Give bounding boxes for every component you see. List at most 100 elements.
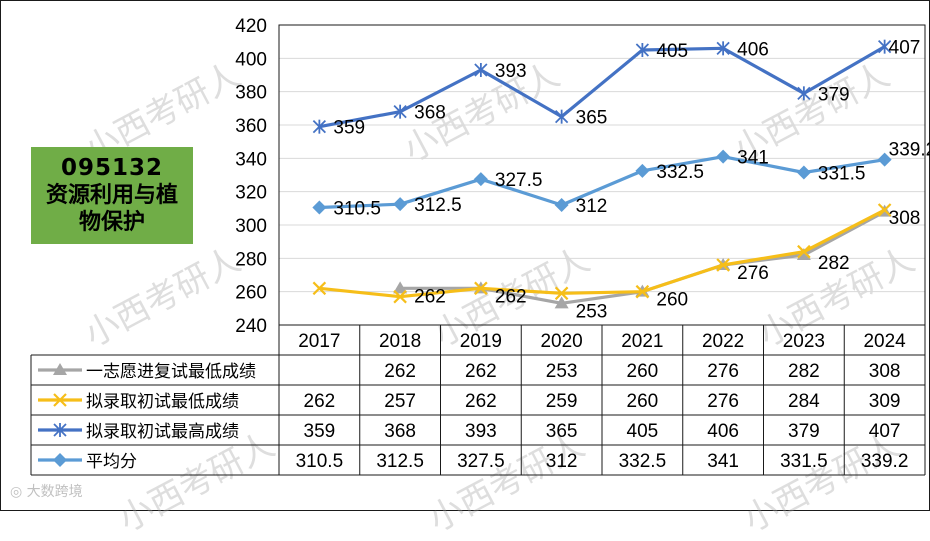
table-cell: 312.5 bbox=[376, 451, 424, 472]
series-point-s0 bbox=[796, 248, 811, 260]
table-cell: 259 bbox=[546, 391, 578, 412]
series-point-s2 bbox=[716, 41, 730, 56]
series-point-s3 bbox=[796, 165, 811, 180]
table-cell: 260 bbox=[627, 391, 659, 412]
series-point-s3 bbox=[473, 172, 488, 187]
series-point-s1 bbox=[877, 203, 892, 217]
y-tick-label: 400 bbox=[235, 49, 267, 70]
series-point-s1-stroke bbox=[797, 244, 811, 259]
data-label: 312 bbox=[576, 196, 608, 217]
series-point-s1-stroke bbox=[474, 281, 488, 296]
series-point-s1 bbox=[716, 258, 730, 272]
logo-text: 大数跨境 bbox=[26, 484, 83, 500]
data-label: 365 bbox=[576, 108, 608, 129]
series-point-s3 bbox=[877, 152, 892, 167]
series-line-s1 bbox=[319, 208, 886, 299]
x-category-label: 2020 bbox=[540, 331, 582, 352]
program-badge: 095132 资源利用与植 物保护 bbox=[31, 147, 193, 244]
data-label: 262 bbox=[414, 286, 446, 307]
table-cell: 282 bbox=[788, 361, 820, 382]
table-cell: 262 bbox=[304, 391, 336, 412]
legend-label: 平均分 bbox=[86, 452, 137, 472]
series-point-s1-stroke bbox=[716, 258, 730, 272]
table-cell: 405 bbox=[627, 421, 659, 442]
data-label: 393 bbox=[495, 61, 527, 82]
legend-marker-s0 bbox=[53, 363, 67, 375]
table-cell: 368 bbox=[384, 421, 416, 442]
table-cell: 359 bbox=[304, 421, 336, 442]
y-tick-label: 360 bbox=[235, 116, 267, 137]
data-label: 312.5 bbox=[414, 195, 462, 216]
table-cell: 262 bbox=[465, 391, 497, 412]
table-cell: 308 bbox=[869, 361, 901, 382]
y-tick-label: 320 bbox=[235, 183, 267, 204]
data-label: 282 bbox=[818, 253, 850, 274]
line-chart: 240 260 280 300 320 340 360 380 400 420 262 262 253 2… bbox=[30, 16, 930, 476]
series-line-s2 bbox=[319, 45, 886, 129]
x-category-label: 2021 bbox=[621, 331, 663, 352]
program-name-line2: 物保护 bbox=[78, 210, 145, 235]
table-cell: 331.5 bbox=[780, 451, 828, 472]
series-point-s1-stroke bbox=[877, 203, 892, 217]
data-label: 407 bbox=[889, 38, 921, 59]
series-point-s1 bbox=[797, 244, 811, 259]
legend-marker-s3 bbox=[53, 453, 67, 467]
table-cell: 262 bbox=[465, 361, 497, 382]
legend-label: 一志愿进复试最低成绩 bbox=[86, 362, 256, 382]
table-cell: 276 bbox=[707, 361, 739, 382]
x-category-label: 2022 bbox=[702, 331, 744, 352]
legend-marker-s2 bbox=[53, 423, 67, 437]
table-cell: 393 bbox=[465, 421, 497, 442]
x-category-label: 2018 bbox=[379, 331, 421, 352]
logo-icon: ◎ bbox=[10, 484, 27, 500]
series-point-s1-stroke bbox=[393, 289, 407, 304]
table-cell: 327.5 bbox=[457, 451, 505, 472]
series-point-s2 bbox=[474, 63, 488, 77]
series-point-s2 bbox=[877, 39, 892, 54]
data-label: 327.5 bbox=[495, 170, 543, 191]
y-tick-label: 300 bbox=[235, 216, 267, 237]
table-cell: 312 bbox=[546, 451, 578, 472]
series-line-s3 bbox=[319, 155, 885, 210]
data-label: 262 bbox=[495, 286, 527, 307]
data-label: 260 bbox=[656, 290, 688, 311]
y-tick-label: 260 bbox=[235, 283, 267, 304]
data-label: 253 bbox=[576, 301, 608, 322]
data-label: 359 bbox=[333, 118, 365, 139]
data-label: 406 bbox=[737, 39, 769, 60]
series-point-s1 bbox=[393, 289, 407, 304]
source-logo: ◎ 大数跨境 bbox=[10, 481, 83, 501]
legend-marker-s1 bbox=[53, 393, 67, 407]
legend-label: 拟录取初试最高成绩 bbox=[86, 422, 239, 442]
data-label: 308 bbox=[889, 208, 921, 229]
program-code: 095132 bbox=[60, 155, 164, 181]
y-tick-label: 240 bbox=[235, 316, 267, 337]
table-cell: 257 bbox=[384, 391, 416, 412]
table-cell: 365 bbox=[546, 421, 578, 442]
table-cell: 260 bbox=[627, 361, 659, 382]
series-point-s2 bbox=[635, 43, 650, 57]
series-point-s1-stroke bbox=[312, 281, 327, 296]
table-cell: 379 bbox=[788, 421, 820, 442]
series-point-s1 bbox=[635, 284, 650, 299]
data-label: 310.5 bbox=[333, 199, 381, 220]
y-tick-label: 340 bbox=[235, 149, 267, 170]
legend-marker-s1-stroke bbox=[53, 393, 67, 407]
data-label: 368 bbox=[414, 103, 446, 124]
series-point-s3 bbox=[635, 163, 650, 178]
series-point-s3 bbox=[554, 198, 569, 212]
series-point-s0 bbox=[554, 296, 569, 309]
x-category-label: 2024 bbox=[863, 331, 906, 352]
series-point-s1 bbox=[474, 281, 488, 296]
table-cell: 309 bbox=[869, 391, 901, 412]
data-label: 331.5 bbox=[818, 164, 866, 185]
table-cell: 253 bbox=[546, 361, 578, 382]
series-point-s2 bbox=[554, 109, 569, 124]
series-point-s1-stroke bbox=[554, 286, 569, 301]
x-category-label: 2017 bbox=[298, 331, 340, 352]
series-point-s1 bbox=[312, 281, 327, 296]
series-point-s2 bbox=[393, 104, 407, 119]
y-tick-label: 420 bbox=[235, 16, 267, 37]
y-tick-label: 280 bbox=[235, 249, 267, 270]
data-label: 332.5 bbox=[656, 162, 704, 183]
